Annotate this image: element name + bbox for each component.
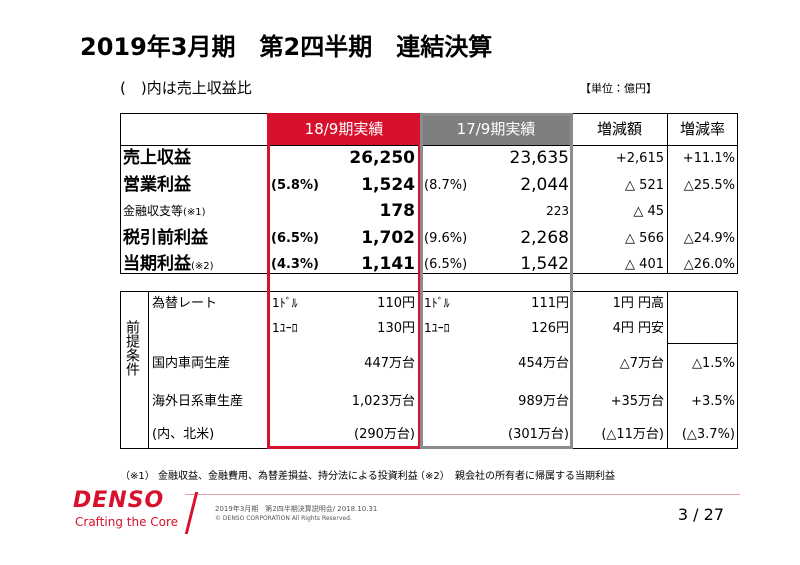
current-ratio: (5.8%) — [271, 177, 319, 193]
row-label: (内、北米) — [152, 426, 215, 442]
row-label: 売上収益 — [123, 149, 191, 167]
col-rule — [667, 113, 668, 274]
title: 2019年3月期 第2四半期 連結決算 — [80, 33, 493, 61]
previous-ratio: (6.5%) — [424, 256, 468, 272]
change: +35万台 — [610, 393, 664, 409]
change: △ 45 — [633, 203, 664, 219]
previous-unit: 1ﾄﾞﾙ — [424, 296, 450, 310]
rate: +3.5% — [691, 393, 735, 409]
tagline: Crafting the Core — [75, 515, 179, 529]
current-unit: 1ﾕｰﾛ — [272, 321, 298, 335]
rate: (△3.7%) — [681, 426, 735, 442]
side-label: 前提条件 — [124, 320, 140, 376]
event: 2019年3月期 第2四半期決算説明会/ 2018.10.31 — [215, 504, 378, 513]
current-value: 447万台 — [364, 355, 415, 371]
label-text: 売上収益 — [123, 148, 191, 168]
current-ratio: (6.5%) — [271, 230, 319, 246]
column-header: 17/9期実績 — [456, 120, 536, 138]
current-value: 178 — [379, 200, 416, 221]
change: △ 401 — [625, 256, 664, 272]
rate: △26.0% — [683, 256, 735, 272]
logo-slash — [184, 492, 199, 534]
label-note: (※2) — [191, 261, 214, 272]
change: 4円 円安 — [612, 320, 664, 336]
logo: DENSO — [73, 488, 165, 513]
label-text: 当期利益 — [123, 254, 191, 274]
page-number: 3 / 27 — [677, 505, 724, 524]
previous-value: 989万台 — [518, 393, 569, 409]
row-label: 営業利益 — [123, 176, 191, 194]
current-value: 130円 — [377, 320, 415, 336]
previous-value: 2,268 — [520, 227, 569, 248]
previous-value: 23,635 — [509, 147, 569, 168]
current-value: 26,250 — [349, 147, 415, 168]
rate: △25.5% — [683, 177, 735, 193]
change: +2,615 — [615, 150, 664, 166]
column-header: 増減額 — [596, 120, 642, 138]
current-value: 1,702 — [361, 227, 415, 248]
label-text: 営業利益 — [123, 175, 191, 195]
change: (△11万台) — [601, 426, 664, 442]
current-value: 110円 — [377, 295, 415, 311]
current-value: 1,524 — [361, 174, 415, 195]
label-text: 税引前利益 — [123, 228, 208, 248]
current-unit: 1ﾄﾞﾙ — [272, 296, 298, 310]
previous-value: (301万台) — [508, 426, 569, 442]
row-label: 為替レート — [152, 295, 218, 311]
current-header-bg — [268, 113, 420, 145]
previous-value: 111円 — [531, 295, 569, 311]
row-label: 海外日系車生産 — [152, 393, 244, 409]
rate: △24.9% — [683, 230, 735, 246]
previous-value: 454万台 — [518, 355, 569, 371]
row-label: 税引前利益 — [123, 229, 208, 247]
row-label: 当期利益(※2) — [123, 255, 214, 276]
row-label: 金融収支等(※1) — [123, 202, 206, 222]
current-value: 1,023万台 — [351, 393, 415, 409]
previous-ratio: (8.7%) — [424, 177, 468, 193]
footnote-text: 親会社の所有者に帰属する当期利益 — [455, 471, 615, 482]
footer-rule — [185, 494, 740, 495]
previous-value: 2,044 — [520, 174, 569, 195]
footnote-text: 金融収益、金融費用、為替差損益、持分法による投資利益 — [158, 471, 418, 482]
side-rule — [148, 291, 149, 449]
header-rule — [120, 145, 738, 146]
footnote-mark: （※2） — [415, 471, 450, 482]
previous-ratio: (9.6%) — [424, 230, 468, 246]
change: △ 566 — [625, 230, 664, 246]
row-label: 国内車両生産 — [152, 355, 231, 371]
label-text: 金融収支等 — [123, 204, 184, 218]
previous-header-bg — [420, 113, 572, 145]
change: △ 521 — [625, 177, 664, 193]
footnote-mark: （※1） — [120, 471, 155, 482]
note: ( )内は売上収益比 — [120, 78, 252, 97]
change: △7万台 — [619, 355, 664, 371]
unit: 【単位：億円】 — [580, 81, 657, 95]
rate: △1.5% — [691, 355, 735, 371]
column-header: 18/9期実績 — [304, 120, 384, 138]
previous-value: 126円 — [531, 320, 569, 336]
rate: +11.1% — [682, 150, 735, 166]
previous-value: 223 — [546, 204, 569, 218]
change: 1円 円高 — [612, 295, 664, 311]
previous-value: 1,542 — [520, 253, 569, 274]
previous-unit: 1ﾕｰﾛ — [424, 321, 450, 335]
label-note: (※1) — [183, 207, 206, 218]
current-value: 1,141 — [361, 253, 415, 274]
fx-rule — [667, 343, 738, 344]
current-value: (290万台) — [354, 426, 415, 442]
col-rule — [667, 291, 668, 449]
current-frame — [267, 113, 421, 449]
current-ratio: (4.3%) — [271, 256, 319, 272]
column-header: 増減率 — [679, 120, 725, 138]
previous-frame — [420, 113, 573, 449]
copyright: © DENSO CORPORATION All Rights Reserved. — [215, 515, 352, 522]
